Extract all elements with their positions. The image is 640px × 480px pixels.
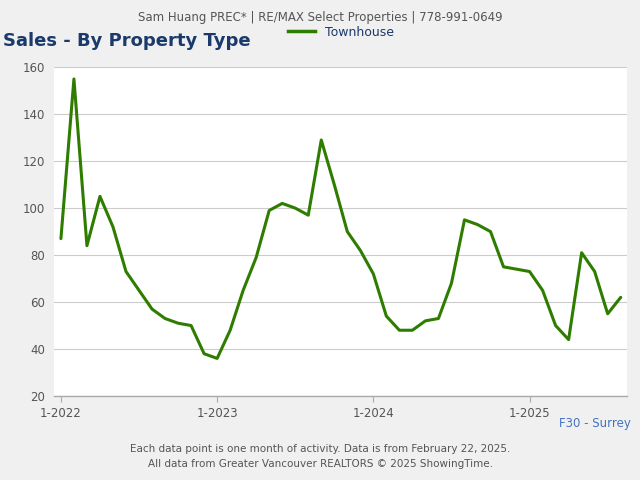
Text: Sam Huang PREC* | RE/MAX Select Properties | 778-991-0649: Sam Huang PREC* | RE/MAX Select Properti… [138, 11, 502, 24]
Text: F30 - Surrey: F30 - Surrey [559, 417, 630, 430]
Legend: Townhouse: Townhouse [287, 26, 394, 39]
Text: Each data point is one month of activity. Data is from February 22, 2025.: Each data point is one month of activity… [130, 444, 510, 454]
Text: Sales - By Property Type: Sales - By Property Type [3, 33, 251, 50]
Text: All data from Greater Vancouver REALTORS © 2025 ShowingTime.: All data from Greater Vancouver REALTORS… [147, 459, 493, 469]
